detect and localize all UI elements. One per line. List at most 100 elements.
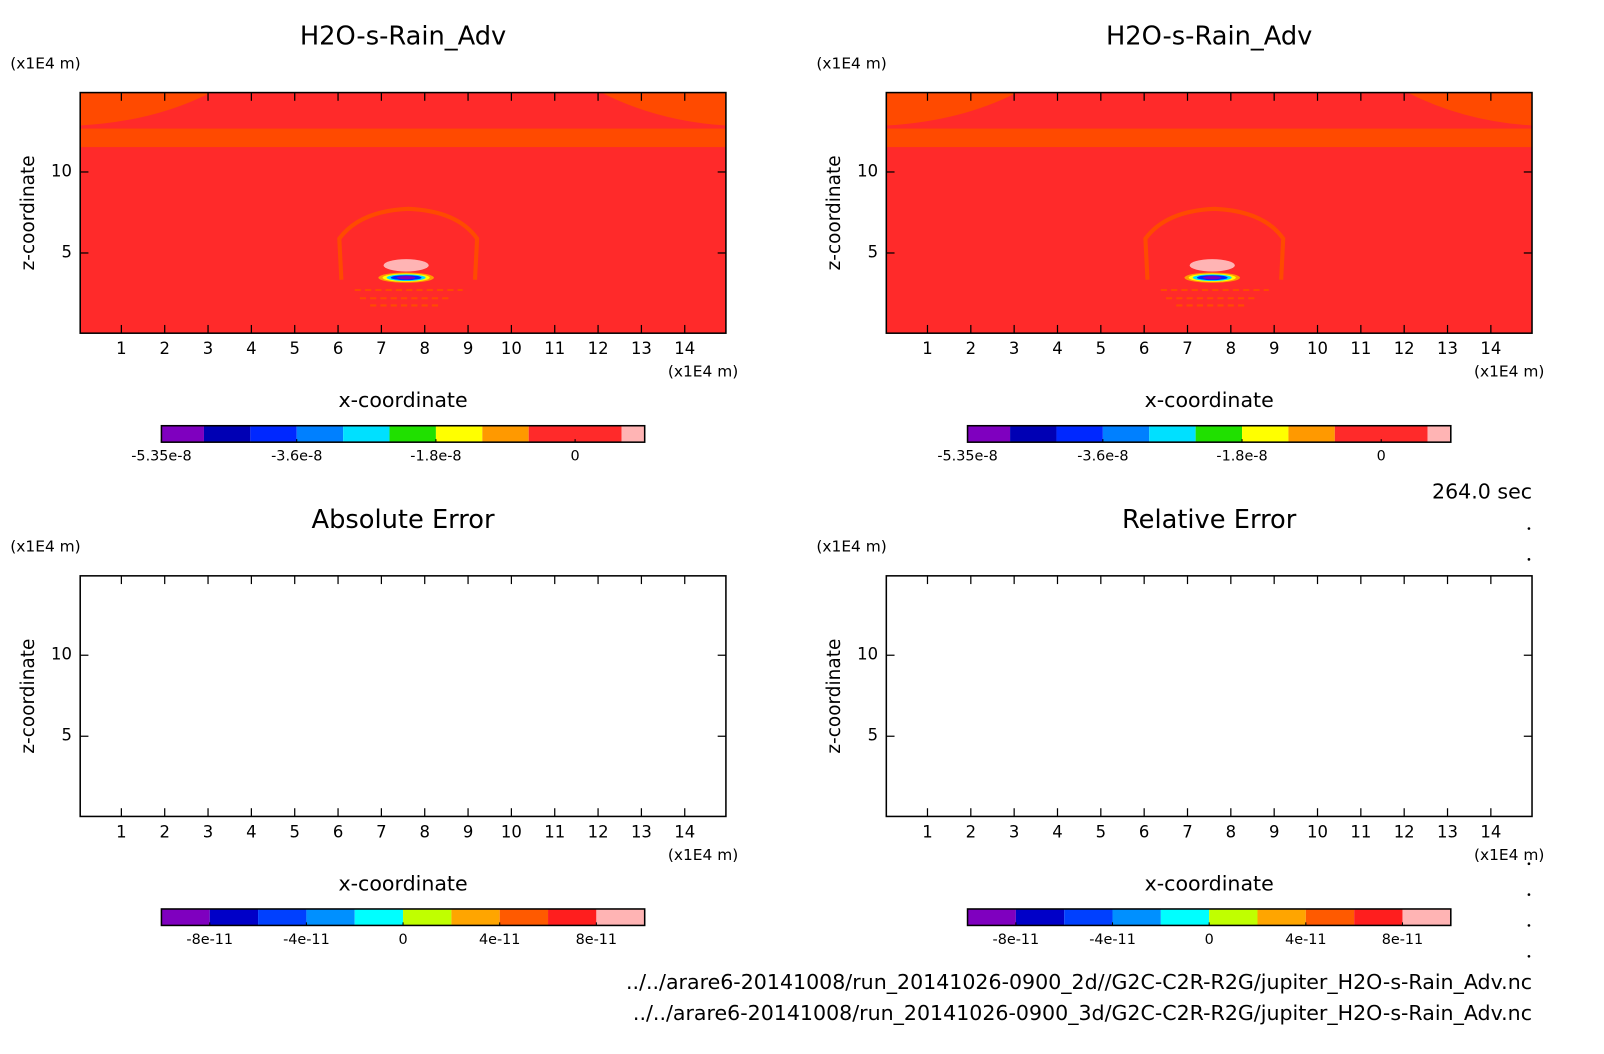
colorbar-segment <box>296 425 344 443</box>
x-tick-label: 3 <box>203 339 213 358</box>
colorbar-segment <box>1354 908 1403 926</box>
field-ring <box>1143 206 1286 280</box>
x-tick-label: 2 <box>966 339 976 358</box>
chart-title: Absolute Error <box>312 505 495 535</box>
colorbar-segment <box>1149 425 1196 443</box>
colorbar-tick-label: 0 <box>1205 932 1214 948</box>
x-tick-label: 11 <box>544 822 565 841</box>
x-tick-label: 6 <box>1139 822 1149 841</box>
colorbar-segment <box>403 908 452 926</box>
x-tick-label: 8 <box>419 822 429 841</box>
colorbar-tick-label: -8e-11 <box>993 932 1040 948</box>
time-label: 264.0 sec <box>1432 480 1532 504</box>
colorbar-segment <box>389 425 436 443</box>
colorbar-tick-label: -5.35e-8 <box>131 449 191 465</box>
x-tick-label: 6 <box>333 822 343 841</box>
x-unit: (x1E4 m) <box>1474 846 1544 864</box>
y-tick-label: 5 <box>868 726 878 745</box>
field-region <box>886 92 1017 126</box>
chart-title: Relative Error <box>1122 505 1297 535</box>
x-tick-label: 12 <box>588 822 609 841</box>
x-tick-label: 5 <box>1096 822 1106 841</box>
x-axis-label: x-coordinate <box>338 871 467 895</box>
x-tick-label: 14 <box>1480 822 1501 841</box>
y-unit: (x1E4 m) <box>10 54 80 72</box>
x-tick-label: 5 <box>289 822 299 841</box>
colorbar-segment <box>1257 908 1306 926</box>
x-tick-label: 12 <box>1394 822 1415 841</box>
x-tick-label: 8 <box>419 339 429 358</box>
field-ripple <box>1160 288 1269 307</box>
x-tick-label: 11 <box>1350 339 1371 358</box>
colorbar-tick-label: -3.6e-8 <box>271 449 322 465</box>
colorbar-segment <box>499 908 549 926</box>
colorbar-segment <box>354 908 404 926</box>
colorbar-frame <box>160 424 646 443</box>
field-blob <box>1189 259 1235 272</box>
y-axis-label: z-coordinate <box>18 155 39 270</box>
x-tick-label: 5 <box>289 339 299 358</box>
colorbar-segment <box>1305 908 1355 926</box>
field-ripple <box>354 288 463 307</box>
x-tick-label: 9 <box>1269 822 1279 841</box>
field-region <box>80 92 211 126</box>
field <box>80 92 726 334</box>
x-tick-label: 12 <box>588 339 609 358</box>
x-tick-label: 13 <box>1437 822 1458 841</box>
x-tick-label: 12 <box>1394 339 1415 358</box>
x-tick-label: 9 <box>1269 339 1279 358</box>
x-tick-label: 4 <box>1052 822 1062 841</box>
field-region <box>1407 92 1533 126</box>
colorbar-segment <box>250 425 297 443</box>
colorbar-tick-label: 8e-11 <box>1382 932 1423 948</box>
x-unit: (x1E4 m) <box>668 363 738 381</box>
y-tick-label: 10 <box>857 161 878 180</box>
x-tick-label: 5 <box>1096 339 1106 358</box>
x-tick-label: 1 <box>116 339 126 358</box>
x-tick-label: 14 <box>1480 339 1501 358</box>
y-tick-label: 5 <box>62 242 72 261</box>
field-region <box>601 92 726 126</box>
file-path: ../../arare6-20141008/run_20141026-0900_… <box>633 1001 1532 1025</box>
x-tick-label: 9 <box>463 339 473 358</box>
colorbar-segment <box>1209 908 1258 926</box>
stray-dots <box>1527 527 1531 958</box>
y-axis-label: z-coordinate <box>824 639 845 754</box>
x-tick-label: 10 <box>501 339 522 358</box>
x-tick-label: 3 <box>1009 339 1019 358</box>
x-tick-label: 8 <box>1226 339 1236 358</box>
x-tick-label: 2 <box>966 822 976 841</box>
colorbar-segment <box>596 908 645 926</box>
field-blob <box>383 259 429 272</box>
colorbar-segment <box>161 425 204 443</box>
colorbar-segment <box>1056 425 1103 443</box>
y-unit: (x1E4 m) <box>816 538 886 556</box>
colorbar-segment <box>621 425 645 443</box>
field-blob <box>1203 276 1222 280</box>
plot-frame <box>79 575 727 818</box>
x-tick-label: 1 <box>116 822 126 841</box>
colorbar-segment <box>482 425 529 443</box>
x-tick-label: 1 <box>922 822 932 841</box>
colorbar-tick-label: -1.8e-8 <box>410 449 461 465</box>
x-tick-label: 14 <box>674 822 695 841</box>
colorbar-segment <box>306 908 355 926</box>
colorbar-segment <box>967 908 1016 926</box>
x-tick-label: 3 <box>203 822 213 841</box>
plot-frame <box>885 575 1533 818</box>
x-tick-label: 7 <box>376 339 386 358</box>
x-unit: (x1E4 m) <box>668 846 738 864</box>
colorbar-segment <box>1402 908 1451 926</box>
x-tick-label: 14 <box>674 339 695 358</box>
y-tick-label: 10 <box>857 645 878 664</box>
colorbar-segment <box>343 425 390 443</box>
colorbar-segment <box>209 908 259 926</box>
x-axis-label: x-coordinate <box>1145 388 1274 412</box>
colorbar-segment <box>1160 908 1210 926</box>
chart-title: H2O-s-Rain_Adv <box>1106 22 1312 52</box>
y-unit: (x1E4 m) <box>10 538 80 556</box>
field-ring <box>337 206 480 280</box>
x-tick-label: 10 <box>1307 822 1328 841</box>
x-tick-label: 7 <box>1182 822 1192 841</box>
